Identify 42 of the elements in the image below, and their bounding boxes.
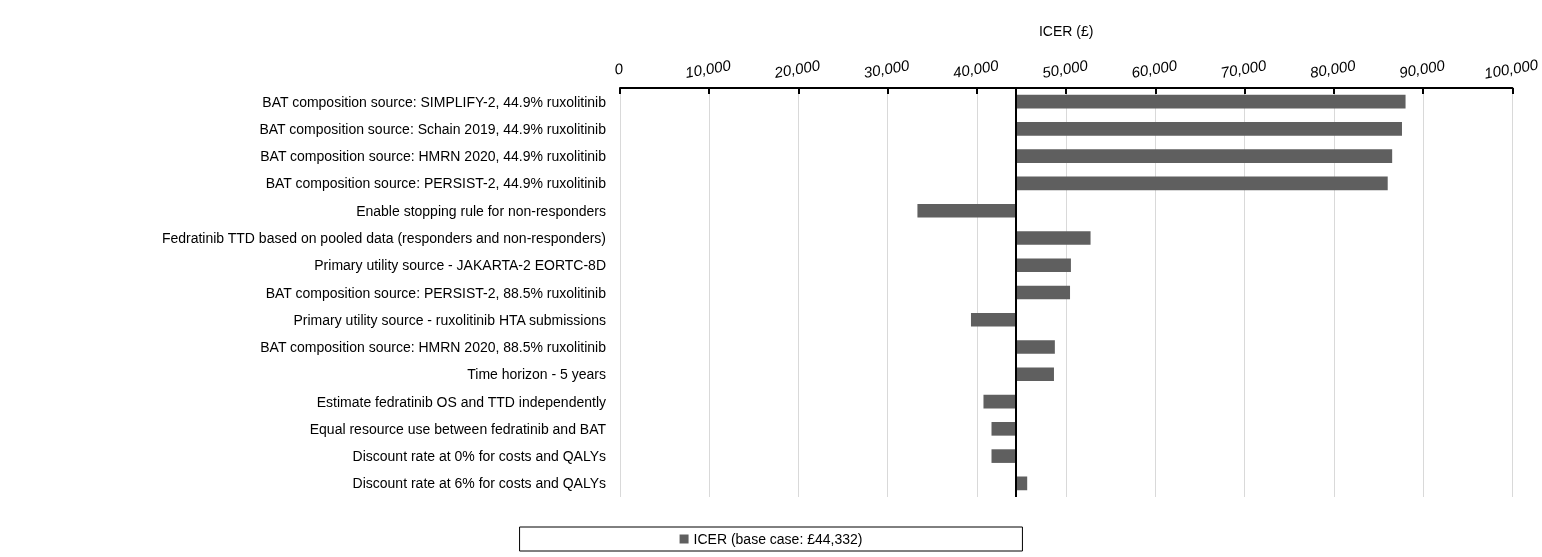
x-tick-label: 80,000	[1308, 56, 1358, 81]
bar	[991, 422, 1016, 436]
bar	[1015, 285, 1071, 300]
y-tick-label: BAT composition source: Schain 2019, 44.9% ruxolitinib	[259, 120, 607, 137]
y-tick-label: BAT composition source: HMRN 2020, 44.9% ruxolitinib	[260, 148, 607, 165]
y-tick-label: Primary utility source - JAKARTA-2 EORTC-8D	[314, 257, 606, 274]
y-tick-label: BAT composition source: PERSIST-2, 88.5% ruxolitinib	[265, 284, 607, 301]
y-tick-label: Fedratinib TTD based on pooled data (responders and non-responders)	[161, 229, 606, 246]
y-tick-label: Estimate fedratinib OS and TTD independently	[316, 393, 606, 410]
x-tick-label: 100,000	[1482, 55, 1540, 82]
bar	[1015, 149, 1393, 163]
x-axis-title: ICER (£)	[1038, 23, 1094, 39]
bar	[1015, 367, 1054, 382]
bar	[970, 312, 1016, 327]
x-tick-label: 20,000	[772, 56, 822, 82]
y-tick-label: Time horizon - 5 years	[467, 366, 606, 383]
y-tick-label: Discount rate at 6% for costs and QALYs	[352, 475, 606, 492]
y-tick-label: BAT composition source: SIMPLIFY-2, 44.9% ruxolitinib	[262, 93, 607, 110]
bar	[1015, 258, 1071, 273]
bar	[917, 203, 1016, 218]
bar	[1015, 176, 1388, 191]
y-tick-label: Enable stopping rule for non-responders	[356, 202, 606, 219]
x-tick-label: 30,000	[862, 56, 912, 81]
x-tick-label: 0	[613, 59, 625, 78]
x-tick-label: 60,000	[1130, 56, 1179, 81]
y-tick-label: BAT composition source: PERSIST-2, 44.9% ruxolitinib	[265, 175, 607, 192]
y-tick-label: BAT composition source: HMRN 2020, 88.5% ruxolitinib	[260, 339, 607, 356]
bar	[1015, 340, 1055, 354]
bar	[1015, 231, 1091, 245]
x-tick-label: 40,000	[951, 56, 1001, 81]
x-tick-label: 50,000	[1040, 56, 1090, 81]
y-tick-label: Discount rate at 0% for costs and QALYs	[352, 448, 606, 465]
bar	[991, 449, 1016, 463]
bar	[1015, 94, 1406, 109]
x-tick-label: 70,000	[1219, 56, 1269, 81]
x-tick-label: 90,000	[1397, 56, 1447, 81]
bar	[983, 394, 1016, 409]
legend-label: ICER (base case: £44,332)	[693, 531, 863, 547]
bar	[1015, 122, 1402, 136]
y-tick-label: Primary utility source - ruxolitinib HTA submissions	[293, 311, 606, 328]
y-tick-label: Equal resource use between fedratinib and BAT	[309, 420, 607, 437]
x-tick-label: 10,000	[683, 56, 733, 81]
